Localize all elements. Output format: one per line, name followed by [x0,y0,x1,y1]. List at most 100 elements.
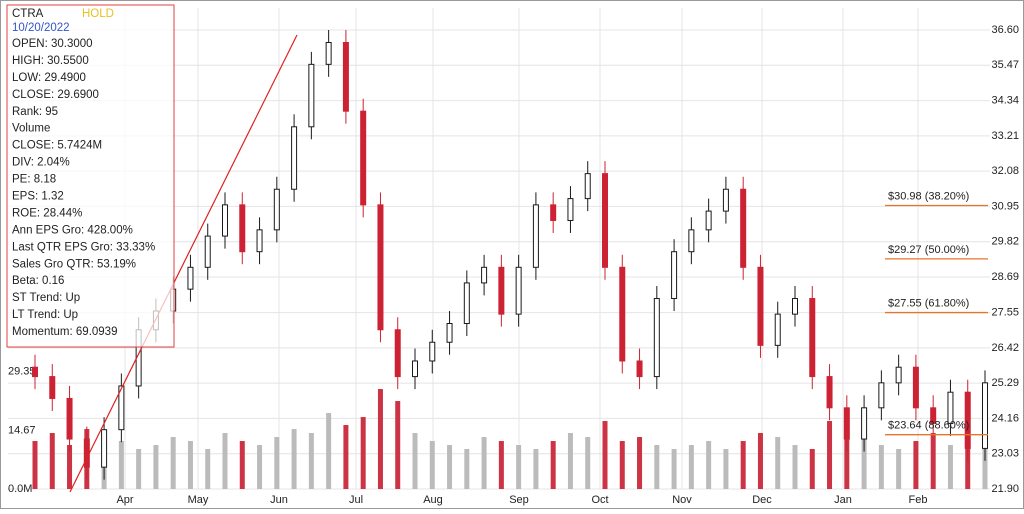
volume-bar [619,441,625,489]
volume-bar [637,437,643,489]
candle-body [722,188,729,212]
candle-body [532,204,539,268]
candle-body [360,110,367,206]
fib-label: $29.27 (50.00%) [888,244,969,256]
candle-body [291,126,298,190]
volume-bar [360,417,366,489]
volume-bar [567,433,573,489]
y-tick-label: 35.47 [991,59,1019,71]
candle-body [515,266,522,315]
volume-bar [878,445,884,489]
volume-bar [671,449,677,489]
info-line: Ann EPS Gro: 428.00% [12,224,133,236]
info-line: CLOSE: 29.6900 [12,89,99,101]
x-tick-label: Nov [672,494,692,506]
info-line: Volume [12,123,50,135]
volume-bar [706,441,712,489]
candle-body [947,391,954,424]
volume-bar [170,437,176,489]
info-line: Beta: 0.16 [12,275,64,287]
y-tick-label: 21.90 [991,483,1019,495]
candle-body [688,229,695,253]
info-panel: CTRA HOLD 10/20/2022 OPEN: 30.3000 HIGH: … [6,4,175,348]
volume-bar [757,433,763,489]
candle-body [32,366,38,378]
volume-bar [326,413,332,489]
candle-body [446,323,453,343]
volume-bar [809,449,815,489]
candle-body [567,198,574,221]
volume-bar [395,401,401,489]
volume-bar [913,441,919,489]
x-tick-label: Sep [509,494,529,506]
fib-label: $23.64 (88.60%) [888,420,969,432]
volume-bar [343,425,349,489]
info-line: HIGH: 30.5500 [12,55,89,67]
x-tick-label: Oct [591,494,608,506]
candle-body [619,266,626,362]
info-line: PE: 8.18 [12,174,56,186]
info-line: LT Trend: Up [12,309,78,321]
candle-body [982,382,988,449]
fib-label: $30.98 (38.20%) [888,190,969,202]
volume-bar [429,441,435,489]
candle-body [826,376,833,409]
candle-body [774,313,781,346]
candle-body [66,397,73,440]
volume-bar [257,445,263,489]
candle-body [861,407,868,440]
volume-bar [481,437,487,489]
candle-body [256,229,263,253]
volume-bar [688,445,694,489]
candle-body [653,298,660,378]
volume-bar [377,389,383,489]
info-line: Rank: 95 [12,106,58,118]
fib-label: $27.55 (61.80%) [888,297,969,309]
x-tick-label: Apr [116,494,133,506]
rating: HOLD [82,8,114,20]
y-tick-label: 34.34 [991,94,1019,106]
volume-bar [982,449,988,489]
candle-body [342,41,349,112]
info-line: OPEN: 30.3000 [12,38,93,50]
candle-body [394,329,401,378]
volume-bar [136,449,142,489]
volume-bar [239,441,245,489]
y-tick-label: 28.69 [991,271,1019,283]
volume-bar [550,441,556,489]
candle-body [187,266,194,290]
candle-body [377,204,384,331]
volume-bar [896,449,902,489]
volume-bar [861,437,867,489]
y-tick-label: 30.95 [991,200,1019,212]
y2-tick-label: 0.0M [8,483,32,495]
y-tick-label: 36.60 [991,24,1019,36]
x-tick-label: Feb [909,494,928,506]
candle-body [878,382,885,409]
volume-bar [291,429,297,489]
volume-bar [67,445,73,489]
volume-bar [844,433,850,489]
y-tick-label: 26.42 [991,342,1019,354]
x-tick-label: Dec [752,494,772,506]
candle-body [912,366,919,409]
volume-bar [187,441,193,489]
candle-body [964,391,971,449]
candle-body [273,188,280,231]
candle-body [49,376,56,399]
info-line: CLOSE: 5.7424M [12,140,102,152]
candle-body [843,407,850,440]
candle-body [412,360,418,378]
candle-body [222,204,228,237]
candle-body [204,235,211,268]
volume-bar [153,445,159,489]
date: 10/20/2022 [12,22,70,34]
info-line: ST Trend: Up [12,292,80,304]
volume-bar [32,441,38,489]
volume-bar [930,433,936,489]
y-tick-label: 27.55 [991,306,1019,318]
candle-body [705,210,712,231]
candle-body [636,360,643,378]
panel-box [6,4,175,348]
volume-bar [740,441,746,489]
